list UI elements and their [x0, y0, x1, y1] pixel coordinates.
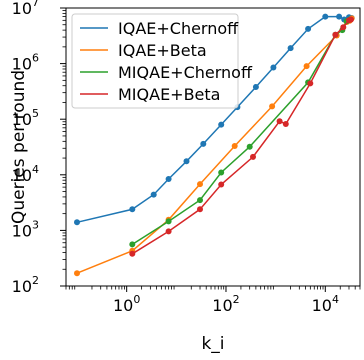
y-tick-label: 104 — [12, 163, 39, 185]
data-point — [231, 143, 238, 149]
data-point — [197, 197, 203, 204]
data-point — [218, 169, 225, 176]
data-point — [129, 250, 136, 257]
axes-frame — [65, 7, 361, 287]
data-point — [246, 143, 253, 150]
data-point — [165, 228, 172, 235]
y-tick-label: 106 — [12, 52, 39, 74]
data-point — [322, 13, 329, 20]
data-point — [218, 121, 225, 128]
y-tick-label: 107 — [12, 0, 39, 18]
data-point — [252, 84, 259, 90]
legend-label: MIQAE+Beta — [118, 85, 220, 104]
data-point — [218, 181, 225, 188]
y-axis-label: Queries per round — [9, 70, 29, 224]
data-point — [332, 31, 339, 38]
x-tick-label: 100 — [113, 293, 140, 315]
data-point — [129, 241, 136, 248]
x-tick-label: 102 — [212, 293, 239, 315]
y-tick-label: 102 — [12, 274, 39, 296]
x-axis-label: k_i — [201, 334, 224, 354]
legend-label: MIQAE+Chernoff — [118, 63, 253, 82]
data-point — [307, 80, 314, 87]
axes: 100 102 104 102 103 104 105 106 107 k_i Queries pe… — [9, 0, 361, 354]
legend-box — [71, 13, 239, 109]
data-point — [276, 118, 283, 125]
data-point — [74, 270, 80, 277]
data-point — [197, 181, 203, 188]
data-point — [165, 218, 172, 225]
legend: IQAE+Chernoff IQAE+Beta MIQAE+Chernoff MIQA… — [71, 13, 253, 109]
data-point — [282, 121, 289, 127]
legend-label: IQAE+Beta — [118, 41, 207, 60]
legend-label: IQAE+Chernoff — [118, 19, 239, 38]
data-point — [303, 63, 310, 70]
data-point — [200, 140, 207, 147]
data-point — [165, 176, 172, 182]
data-point — [305, 25, 312, 32]
data-point — [269, 103, 276, 110]
y-tick-label: 103 — [12, 218, 39, 240]
data-point — [287, 45, 294, 52]
data-point — [150, 191, 157, 198]
data-point — [183, 158, 190, 165]
plot-area — [74, 13, 355, 277]
x-tick-label: 104 — [312, 293, 339, 315]
y-tick-label: 105 — [12, 107, 39, 129]
data-point — [348, 16, 354, 23]
data-point — [336, 13, 343, 20]
data-point — [270, 64, 277, 71]
data-point — [250, 153, 256, 160]
data-point — [340, 24, 347, 31]
series-group — [74, 13, 355, 277]
data-point — [197, 206, 203, 213]
data-point — [129, 206, 136, 213]
data-point — [74, 219, 80, 226]
